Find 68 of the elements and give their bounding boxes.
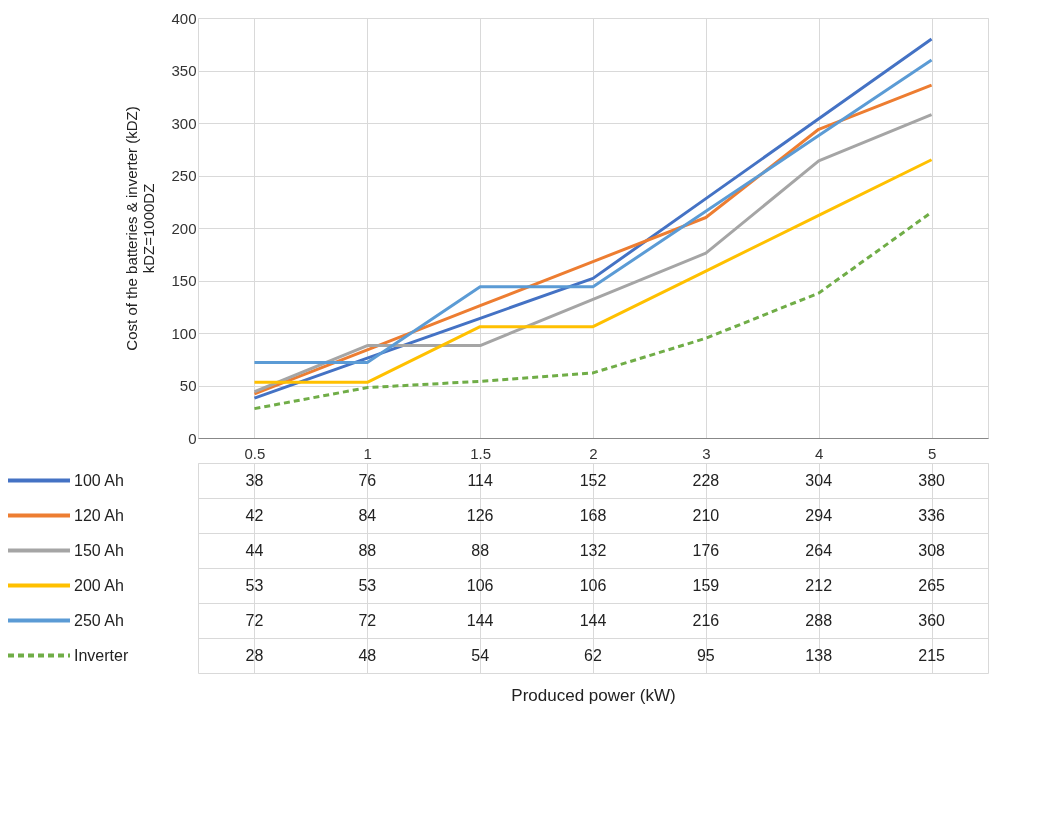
data-label: 265	[918, 576, 946, 594]
y-axis-title: Cost of the batteries & inverter (kDZ) kDZ=1000DZ	[123, 106, 158, 351]
y-tick-label: 200	[171, 219, 197, 237]
data-label: 62	[584, 646, 602, 664]
legend-label: 100 Ah	[74, 471, 124, 489]
data-label: 212	[805, 576, 833, 594]
y-tick-label: 350	[171, 62, 197, 79]
y-tick-label: 100	[171, 324, 197, 342]
y-tick-label: 400	[171, 9, 197, 27]
data-label: 72	[358, 611, 377, 629]
data-label: 54	[471, 646, 490, 664]
legend-label: 200 Ah	[74, 576, 124, 594]
x-tick-label: 4	[815, 444, 824, 462]
data-label: 380	[918, 471, 946, 489]
data-label: 216	[692, 611, 720, 629]
line-series	[252, 158, 934, 384]
data-label: 210	[692, 506, 720, 524]
x-tick-label: 5	[927, 444, 937, 462]
data-label: 88	[358, 541, 377, 559]
y-tick-label: 300	[171, 114, 197, 132]
data-label: 84	[358, 506, 377, 524]
data-label: 44	[245, 541, 264, 559]
legend-label: 120 Ah	[74, 506, 124, 524]
data-label: 288	[805, 611, 833, 629]
data-label: 138	[805, 646, 833, 664]
data-label: 144	[466, 611, 494, 629]
data-label: 48	[358, 646, 377, 664]
data-label: 53	[245, 576, 264, 594]
x-tick-label: 0.5	[244, 444, 266, 462]
data-label: 360	[918, 611, 946, 629]
data-label: 126	[466, 506, 494, 524]
y-tick-label: 150	[171, 272, 197, 289]
data-label: 114	[467, 471, 493, 489]
data-label: 72	[245, 611, 264, 629]
line-series	[252, 58, 934, 364]
data-label: 88	[471, 541, 490, 559]
data-label: 168	[579, 506, 607, 524]
data-label: 106	[579, 576, 607, 594]
y-tick-label: 0	[188, 429, 197, 447]
data-label: 264	[805, 541, 833, 559]
data-label: 38	[245, 471, 264, 489]
data-label: 176	[692, 541, 720, 559]
data-label: 95	[696, 646, 715, 664]
x-tick-label: 2	[589, 444, 598, 462]
y-tick-label: 250	[171, 167, 197, 184]
data-label: 228	[692, 471, 720, 489]
data-label: 294	[805, 506, 833, 524]
data-label: 106	[466, 576, 494, 594]
data-label: 304	[805, 471, 833, 489]
data-label: 28	[245, 646, 264, 664]
legend-label: 150 Ah	[74, 541, 124, 559]
text: Produced power (kW)	[511, 685, 676, 705]
legend-label: 250 Ah	[74, 611, 124, 629]
data-label: 42	[245, 506, 264, 524]
legend-label: Inverter	[74, 646, 129, 664]
data-label: 159	[692, 576, 720, 594]
data-label: 144	[579, 611, 607, 629]
data-label: 76	[358, 471, 377, 489]
data-label: 308	[918, 541, 946, 559]
y-tick-label: 50	[179, 377, 197, 394]
x-tick-label: 1	[363, 444, 372, 462]
data-label: 53	[358, 576, 377, 594]
data-label: 215	[918, 646, 946, 664]
data-label: 152	[579, 471, 607, 489]
data-label: 336	[918, 506, 946, 524]
data-label: 132	[579, 541, 607, 559]
x-tick-label: 3	[702, 444, 711, 462]
x-tick-label: 1.5	[470, 444, 492, 462]
